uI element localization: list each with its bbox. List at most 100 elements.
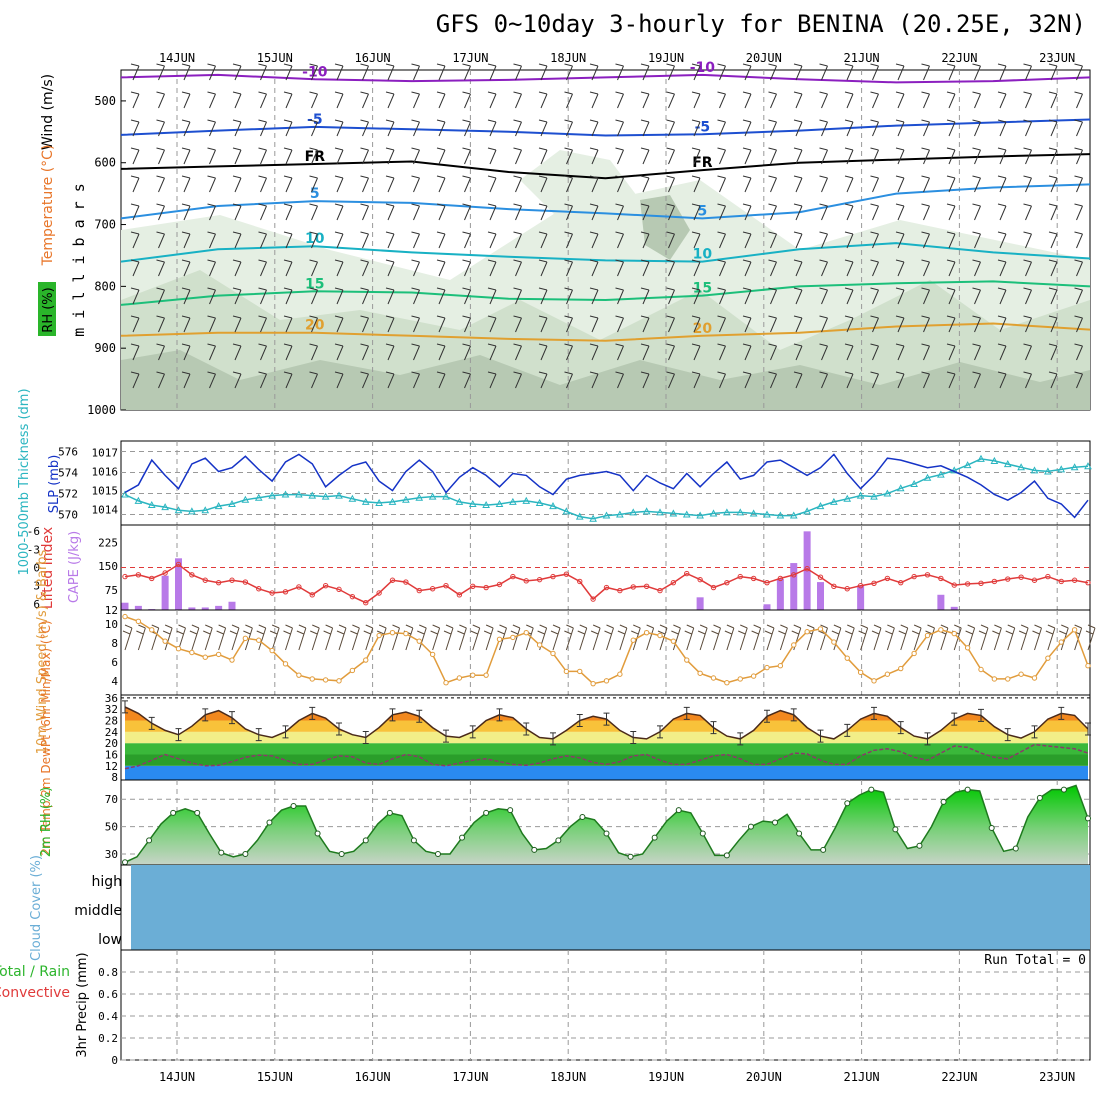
wind-speed-point [978, 666, 984, 673]
upper-barb [411, 119, 420, 137]
thickness-point [509, 497, 517, 505]
upper-barb [232, 231, 242, 249]
upper-barb [1074, 231, 1083, 249]
rh-point [386, 809, 393, 816]
upper-ytick-600: 600 [94, 156, 116, 170]
upper-barb [1023, 259, 1032, 277]
thickness-point [147, 501, 156, 509]
thickness-point [402, 495, 410, 503]
upper-barb [717, 119, 726, 137]
lifted-index-point [670, 579, 677, 586]
wind-speed-point [416, 638, 422, 644]
humidity-ytick-70: 70 [105, 793, 118, 806]
panel-precip: 0 0.2 0.4 0.6 0.8 Run Total = 0 [98, 949, 1091, 1067]
upper-barb [207, 203, 216, 221]
run-total-label: Run Total = 0 [984, 953, 1086, 968]
panel-wind10m: 4 6 8 10 [105, 609, 1096, 696]
upper-barb [691, 315, 701, 333]
isotherm--10 [120, 73, 1091, 84]
wind-speed-point [710, 675, 717, 681]
wind-speed-point [149, 627, 155, 633]
cape-bar [201, 607, 209, 610]
panel-humidity: 30 50 70 [105, 779, 1091, 866]
upper-barb [691, 203, 701, 221]
upper-barb [258, 203, 267, 221]
lifted-index-point [122, 573, 128, 580]
upper-barb [436, 315, 446, 333]
upper-barb [666, 287, 675, 305]
temp-ytick-36: 36 [105, 692, 118, 705]
upper-barb [666, 343, 675, 361]
humidity-ytick-50: 50 [105, 821, 118, 834]
upper-barb [462, 147, 471, 165]
cloud-level-middle: middle [74, 903, 122, 919]
lifted-index-point [242, 579, 249, 585]
upper-barb [360, 371, 369, 389]
x-tick-top-22JUN: 22JUN [941, 51, 977, 65]
upper-barb [360, 315, 369, 333]
upper-barb [411, 91, 420, 109]
upper-barb [615, 147, 624, 165]
thickness-point [1070, 463, 1079, 471]
wind-speed-point [135, 618, 142, 625]
upper-wind-barbs [130, 63, 1083, 389]
wind-speed-point [389, 629, 396, 636]
upper-barb [972, 91, 981, 109]
wind-speed-point [1085, 663, 1091, 669]
upper-barb [666, 371, 675, 389]
wind-barb [1045, 624, 1056, 651]
wind-speed-point [256, 637, 262, 643]
upper-barb [538, 343, 548, 361]
rh-shade-area-5 [640, 195, 690, 260]
wind-barb [216, 624, 227, 651]
upper-barb [385, 231, 395, 249]
upper-barb [895, 147, 905, 165]
upper-barb [640, 231, 650, 249]
lifted-index-point [831, 583, 837, 590]
isotherm-label--5: -5 [695, 119, 711, 135]
upper-barb [207, 259, 216, 277]
li-ytick-6: 6 [33, 598, 40, 611]
lifted-index-point [724, 579, 730, 586]
upper-barb [232, 175, 242, 193]
upper-barb [564, 371, 573, 389]
wind-barb [1018, 624, 1029, 651]
x-tick-bottom-19JUN: 19JUN [648, 1070, 684, 1084]
isotherm-FR [120, 153, 1091, 180]
wind-speed-point [603, 678, 610, 684]
thickness-line [124, 458, 1089, 520]
upper-barb [691, 343, 701, 361]
thickness-point [602, 511, 611, 519]
upper-barb [538, 203, 548, 221]
wind-speed-point [1005, 676, 1011, 682]
wind-speed-point [523, 629, 529, 636]
temp-minmax-bar [148, 716, 155, 730]
upper-barb [207, 231, 216, 249]
upper-barb [1048, 231, 1058, 249]
wind-speed-point [844, 655, 850, 661]
lifted-index-point [563, 571, 570, 577]
upper-barb [181, 175, 191, 193]
upper-barb [1048, 343, 1058, 361]
cape-bar [776, 578, 784, 610]
temp-minmax-bar [362, 731, 369, 744]
thickness-point [535, 498, 544, 506]
upper-barb [615, 175, 624, 193]
thickness-point [1030, 466, 1039, 474]
lifted-index-point [416, 587, 422, 594]
lifted-index-point [309, 592, 315, 598]
upper-barb [1023, 175, 1032, 193]
lifted-index-point [710, 584, 717, 591]
lifted-index-point [804, 566, 810, 572]
upper-barb [385, 175, 395, 193]
upper-barb [1048, 203, 1058, 221]
thickness-point [616, 510, 624, 518]
wind-speed-point [322, 677, 329, 683]
upper-barb [487, 203, 497, 221]
upper-barb [640, 371, 650, 389]
upper-barb [691, 147, 701, 165]
temp-band-12 [125, 754, 1088, 766]
thickness-point [803, 507, 811, 515]
lifted-index-point [175, 561, 182, 568]
upper-barb [921, 371, 930, 389]
